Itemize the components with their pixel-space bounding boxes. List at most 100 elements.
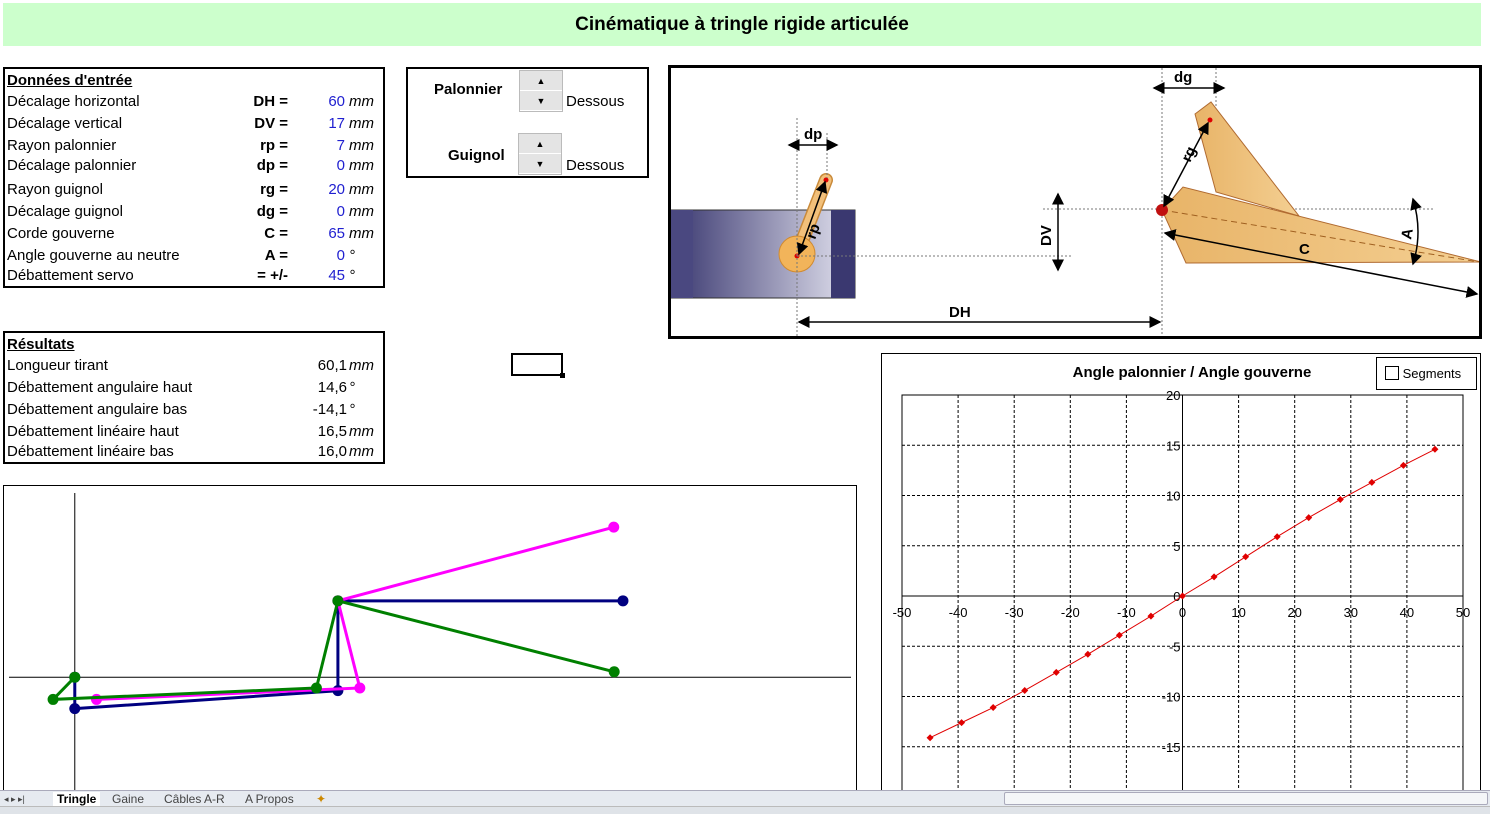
- result-row: Débattement angulaire bas -14,1 °: [7, 400, 383, 420]
- chart-title: Angle palonnier / Angle gouverne: [1072, 364, 1312, 381]
- diagram-labels: DH DV dp dg rp rg C A: [803, 69, 1417, 321]
- linkage-point: [90, 693, 102, 705]
- tab-scroll-arrows-icon[interactable]: ◂ ▸ ▸|: [4, 794, 25, 804]
- new-sheet-icon[interactable]: ✦: [316, 792, 327, 806]
- guignol-spinner[interactable]: ▲ ▼: [518, 133, 562, 175]
- result-row: Débattement linéaire bas 16,0 mm: [7, 442, 383, 462]
- input-symbol: DV =: [254, 115, 288, 132]
- input-value[interactable]: 0: [336, 203, 345, 220]
- input-unit: °: [349, 267, 355, 284]
- linkage-point: [354, 682, 366, 694]
- input-row: Corde gouverne C = 65 mm: [7, 224, 383, 244]
- input-symbol: C =: [264, 225, 288, 242]
- orientation-controls: Palonnier ▲ ▼ Dessous Guignol ▲ ▼ Dessou…: [406, 67, 649, 178]
- data-point: [1242, 553, 1250, 561]
- input-value[interactable]: 45: [328, 267, 345, 284]
- x-tick-label: 0: [1179, 605, 1186, 620]
- x-tick-label: -50: [893, 605, 912, 620]
- input-unit: mm: [349, 93, 374, 110]
- input-symbol: dp =: [256, 157, 288, 174]
- y-tick-label: -10: [1162, 690, 1181, 705]
- linkage-series-line: [49, 598, 615, 702]
- input-value[interactable]: 60: [328, 93, 345, 110]
- input-row: Angle gouverne au neutre A = 0 °: [7, 246, 383, 266]
- data-point: [1368, 478, 1376, 486]
- result-value: -14,1: [312, 401, 347, 418]
- spin-down-icon[interactable]: ▼: [520, 91, 562, 111]
- dv-label: DV: [1038, 225, 1055, 246]
- sheet-title: Cinématique à tringle rigide articulée: [3, 3, 1481, 46]
- input-symbol: DH =: [253, 93, 288, 110]
- spin-up-icon[interactable]: ▲: [520, 71, 562, 91]
- result-label: Débattement linéaire haut: [7, 423, 179, 440]
- input-value[interactable]: 7: [336, 137, 345, 154]
- input-value[interactable]: 0: [336, 157, 345, 174]
- results-panel: Résultats Longueur tirant 60,1 mm Débatt…: [3, 331, 385, 464]
- segments-checkbox[interactable]: Segments: [1376, 357, 1477, 390]
- tab-a-propos[interactable]: A Propos: [245, 792, 294, 806]
- spin-down-icon[interactable]: ▼: [519, 154, 561, 174]
- input-label: Décalage palonnier: [7, 157, 137, 174]
- data-point: [1273, 533, 1281, 541]
- checkbox-icon[interactable]: [1385, 366, 1399, 380]
- data-point: [1021, 686, 1029, 694]
- tab-cables[interactable]: Câbles A-R: [164, 792, 225, 806]
- linkage-point: [608, 521, 620, 533]
- control-surface: [1161, 186, 1479, 264]
- result-row: Longueur tirant 60,1 mm: [7, 356, 383, 376]
- result-row: Débattement angulaire haut 14,6 °: [7, 378, 383, 398]
- input-label: Décalage vertical: [7, 115, 123, 132]
- input-unit: mm: [349, 157, 374, 174]
- selected-cell[interactable]: [511, 353, 565, 378]
- input-label: Débattement servo: [7, 267, 134, 284]
- input-symbol: rp =: [260, 137, 288, 154]
- dp-label: dp: [804, 126, 822, 143]
- data-point: [1399, 461, 1407, 469]
- input-value[interactable]: 0: [336, 247, 345, 264]
- result-row: Débattement linéaire haut 16,5 mm: [7, 422, 383, 442]
- result-unit: mm: [349, 443, 374, 460]
- input-row: Décalage vertical DV = 17 mm: [7, 114, 383, 134]
- tab-gaine[interactable]: Gaine: [112, 792, 145, 806]
- input-value[interactable]: 20: [328, 181, 345, 198]
- input-label: Rayon guignol: [7, 181, 103, 198]
- input-value[interactable]: 65: [328, 225, 345, 242]
- input-row: Décalage palonnier dp = 0 mm: [7, 156, 383, 176]
- palonnier-spinner[interactable]: ▲ ▼: [519, 70, 563, 112]
- linkage-series-line: [96, 525, 615, 701]
- input-row: Rayon palonnier rp = 7 mm: [7, 136, 383, 156]
- x-tick-label: 30: [1344, 605, 1358, 620]
- input-value[interactable]: 17: [328, 115, 345, 132]
- horizontal-scrollbar[interactable]: [1004, 792, 1488, 805]
- servo-body: [671, 209, 856, 299]
- linkage-series-line: [73, 599, 623, 711]
- x-tick-label: 40: [1400, 605, 1414, 620]
- data-point: [1336, 496, 1344, 504]
- result-label: Longueur tirant: [7, 357, 108, 374]
- y-tick-label: -15: [1162, 740, 1181, 755]
- result-unit: mm: [349, 423, 374, 440]
- input-header: Données d'entrée: [7, 72, 133, 89]
- spin-up-icon[interactable]: ▲: [519, 134, 561, 154]
- status-bar: [0, 806, 1490, 814]
- input-unit: mm: [349, 115, 374, 132]
- data-point: [1084, 650, 1092, 658]
- a-label: A: [1398, 227, 1417, 241]
- tab-tringle[interactable]: Tringle: [53, 792, 101, 806]
- results-header: Résultats: [7, 336, 75, 353]
- linkage-point: [332, 595, 344, 607]
- linkage-point: [617, 595, 629, 607]
- input-row: Rayon guignol rg = 20 mm: [7, 180, 383, 200]
- linkage-point: [332, 685, 344, 697]
- data-point: [926, 734, 934, 742]
- x-tick-label: -30: [1005, 605, 1024, 620]
- result-value: 16,5: [317, 423, 347, 440]
- result-label: Débattement angulaire haut: [7, 379, 193, 396]
- data-point: [1052, 668, 1060, 676]
- result-label: Débattement linéaire bas: [7, 443, 174, 460]
- input-unit: mm: [349, 137, 374, 154]
- input-symbol: A =: [264, 247, 288, 264]
- segments-label: Segments: [1402, 366, 1462, 381]
- linkage-point: [608, 666, 620, 678]
- data-point: [989, 704, 997, 712]
